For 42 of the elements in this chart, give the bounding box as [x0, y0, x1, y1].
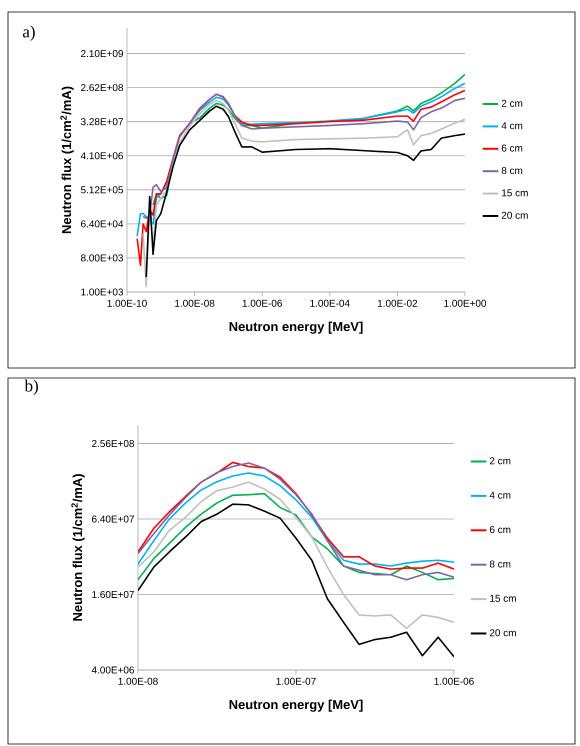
y-tick-label: 4.00E+06: [92, 666, 134, 674]
y-axis-title: Neutron flux (1/cm$^{2}$/mA): [60, 86, 74, 234]
x-tick-label: 1.00E-02: [378, 300, 418, 307]
legend-label: 20 cm: [490, 629, 516, 636]
legend-label: 4 cm: [502, 122, 522, 130]
line-series: [138, 481, 454, 630]
legend-label: 8 cm: [502, 166, 522, 174]
legend-label: 8 cm: [490, 560, 510, 568]
legend-label: 2 cm: [490, 457, 510, 464]
line-series: [138, 503, 454, 658]
x-tick-label: 1.00E-06: [434, 678, 474, 685]
y-tick-label: 6.40E+07: [92, 516, 134, 523]
y-tick-label: 6.40E+04: [81, 220, 124, 228]
y-tick-label: 3.28E+07: [80, 118, 123, 126]
y-tick-label: 1.60E+07: [92, 590, 134, 598]
x-tick-label: 1.00E-07: [276, 678, 316, 685]
legend-label: 2 cm: [502, 100, 522, 107]
legend-label: 15 cm: [490, 594, 516, 602]
legend-label: 20 cm: [502, 212, 528, 219]
y-axis-title: Neutron flux (1/cm$^{2}$/mA): [71, 474, 85, 621]
chart-title: a): [22, 26, 35, 41]
y-tick-label: 2.10E+09: [81, 50, 124, 58]
x-tick-label: 1.00E+00: [444, 300, 486, 307]
x-tick-label: 1.00E-08: [175, 300, 214, 307]
y-tick-label: 5.12E+05: [80, 186, 124, 194]
y-tick-label: 2.56E+08: [92, 440, 134, 448]
legend-label: 6 cm: [490, 526, 510, 534]
x-tick-label: 1.00E-04: [310, 300, 350, 307]
x-tick-label: 1.00E-06: [242, 300, 282, 307]
x-axis-title: Neutron energy [MeV]: [230, 700, 363, 712]
legend-label: 4 cm: [490, 492, 510, 499]
x-tick-label: 1.00E-08: [118, 678, 158, 685]
legend-label: 6 cm: [502, 144, 522, 152]
line-series: [138, 492, 454, 581]
y-tick-label: 2.62E+08: [81, 84, 124, 92]
x-axis-title: Neutron energy [MeV]: [230, 322, 363, 334]
y-tick-label: 1.00E+03: [81, 288, 124, 296]
chart-title: b): [24, 380, 38, 396]
legend-label: 15 cm: [502, 189, 528, 196]
x-tick-label: 1.00E-10: [108, 300, 147, 307]
y-tick-label: 8.00E+03: [80, 254, 124, 262]
y-tick-label: 4.10E+06: [80, 152, 124, 160]
